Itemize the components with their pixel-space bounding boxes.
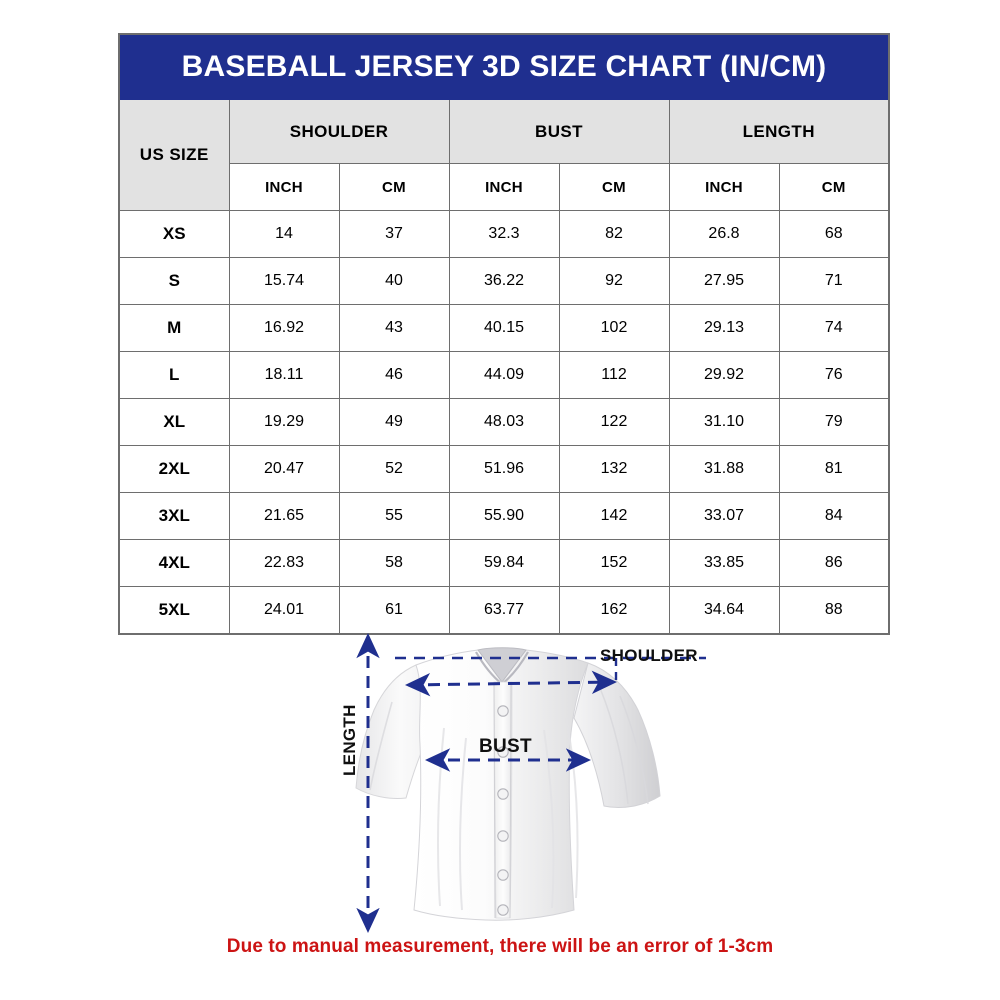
measurement-disclaimer-note: Due to manual measurement, there will be… <box>226 936 774 957</box>
cell-shoulder-inch: 16.92 <box>228 304 340 352</box>
column-header-shoulder: SHOULDER <box>228 99 450 164</box>
cell-shoulder-cm: 43 <box>338 304 450 352</box>
jersey-illustration <box>0 618 706 933</box>
cell-bust-inch: 48.03 <box>448 398 560 446</box>
cell-bust-cm: 82 <box>558 210 670 258</box>
cell-length-cm: 68 <box>778 210 890 258</box>
cell-shoulder-inch: 20.47 <box>228 445 340 493</box>
annotation-label-shoulder: SHOULDER <box>600 646 698 665</box>
size-chart-table-container: BASEBALL JERSEY 3D SIZE CHART (IN/CM) US… <box>118 33 890 635</box>
cell-bust-cm: 162 <box>558 586 670 635</box>
cell-shoulder-inch: 22.83 <box>228 539 340 587</box>
cell-length-cm: 81 <box>778 445 890 493</box>
cell-length-inch: 34.64 <box>668 586 780 635</box>
table-unit-header-row: INCH CM INCH CM INCH CM <box>119 163 890 211</box>
cell-bust-cm: 102 <box>558 304 670 352</box>
cell-bust-cm: 152 <box>558 539 670 587</box>
cell-length-cm: 88 <box>778 586 890 635</box>
cell-shoulder-cm: 46 <box>338 351 450 399</box>
annotation-label-length: LENGTH <box>340 704 359 776</box>
cell-size: 2XL <box>118 445 230 493</box>
cell-length-inch: 33.85 <box>668 539 780 587</box>
unit-header-length-inch: INCH <box>668 163 780 211</box>
cell-length-inch: 26.8 <box>668 210 780 258</box>
cell-size: M <box>118 304 230 352</box>
table-row: S 15.74 40 36.22 92 27.95 71 <box>118 257 890 305</box>
unit-header-shoulder-cm: CM <box>338 163 450 211</box>
cell-size: 3XL <box>118 492 230 540</box>
table-row: L 18.11 46 44.09 112 29.92 76 <box>118 351 890 399</box>
shoulder-arrow <box>405 670 617 697</box>
cell-bust-cm: 142 <box>558 492 670 540</box>
cell-length-cm: 76 <box>778 351 890 399</box>
cell-size: S <box>118 257 230 305</box>
cell-length-cm: 86 <box>778 539 890 587</box>
cell-bust-cm: 132 <box>558 445 670 493</box>
unit-header-length-cm: CM <box>778 163 890 211</box>
table-row: M 16.92 43 40.15 102 29.13 74 <box>118 304 890 352</box>
table-row: 2XL 20.47 52 51.96 132 31.88 81 <box>118 445 890 493</box>
cell-length-inch: 31.10 <box>668 398 780 446</box>
cell-shoulder-inch: 18.11 <box>228 351 340 399</box>
cell-shoulder-inch: 21.65 <box>228 492 340 540</box>
cell-length-inch: 33.07 <box>668 492 780 540</box>
cell-length-cm: 79 <box>778 398 890 446</box>
jersey-measurement-diagram: SHOULDER BUST LENGTH <box>0 618 1000 938</box>
column-header-length: LENGTH <box>668 99 890 164</box>
cell-bust-inch: 40.15 <box>448 304 560 352</box>
cell-length-cm: 74 <box>778 304 890 352</box>
table-row: XL 19.29 49 48.03 122 31.10 79 <box>118 398 890 446</box>
cell-bust-inch: 59.84 <box>448 539 560 587</box>
size-chart-table: BASEBALL JERSEY 3D SIZE CHART (IN/CM) US… <box>118 33 890 635</box>
table-row: 3XL 21.65 55 55.90 142 33.07 84 <box>118 492 890 540</box>
cell-length-cm: 84 <box>778 492 890 540</box>
cell-shoulder-inch: 14 <box>228 210 340 258</box>
cell-shoulder-cm: 61 <box>338 586 450 635</box>
unit-header-bust-cm: CM <box>558 163 670 211</box>
cell-size: 4XL <box>118 539 230 587</box>
cell-length-cm: 71 <box>778 257 890 305</box>
table-row: XS 14 37 32.3 82 26.8 68 <box>118 210 890 258</box>
cell-length-inch: 29.13 <box>668 304 780 352</box>
cell-length-inch: 27.95 <box>668 257 780 305</box>
cell-shoulder-cm: 49 <box>338 398 450 446</box>
cell-length-inch: 29.92 <box>668 351 780 399</box>
table-row: 5XL 24.01 61 63.77 162 34.64 88 <box>118 586 890 635</box>
cell-bust-inch: 51.96 <box>448 445 560 493</box>
cell-size: 5XL <box>118 586 230 635</box>
annotation-label-bust: BUST <box>479 736 532 757</box>
cell-bust-cm: 122 <box>558 398 670 446</box>
cell-bust-inch: 55.90 <box>448 492 560 540</box>
cell-bust-cm: 112 <box>558 351 670 399</box>
cell-shoulder-inch: 15.74 <box>228 257 340 305</box>
cell-size: L <box>118 351 230 399</box>
cell-shoulder-cm: 37 <box>338 210 450 258</box>
cell-shoulder-cm: 52 <box>338 445 450 493</box>
cell-bust-cm: 92 <box>558 257 670 305</box>
cell-shoulder-cm: 55 <box>338 492 450 540</box>
table-group-header-row: US SIZE SHOULDER BUST LENGTH <box>118 99 890 211</box>
cell-shoulder-inch: 19.29 <box>228 398 340 446</box>
unit-header-bust-inch: INCH <box>448 163 560 211</box>
table-title-row: BASEBALL JERSEY 3D SIZE CHART (IN/CM) <box>118 33 890 100</box>
cell-shoulder-cm: 40 <box>338 257 450 305</box>
unit-header-shoulder-inch: INCH <box>228 163 340 211</box>
column-header-us-size: US SIZE <box>118 99 230 211</box>
cell-bust-inch: 36.22 <box>448 257 560 305</box>
cell-bust-inch: 44.09 <box>448 351 560 399</box>
cell-shoulder-cm: 58 <box>338 539 450 587</box>
cell-bust-inch: 32.3 <box>448 210 560 258</box>
chart-title: BASEBALL JERSEY 3D SIZE CHART (IN/CM) <box>118 33 890 100</box>
cell-bust-inch: 63.77 <box>448 586 560 635</box>
cell-size: XL <box>118 398 230 446</box>
cell-length-inch: 31.88 <box>668 445 780 493</box>
column-header-bust: BUST <box>448 99 670 164</box>
table-row: 4XL 22.83 58 59.84 152 33.85 86 <box>118 539 890 587</box>
cell-size: XS <box>118 210 230 258</box>
